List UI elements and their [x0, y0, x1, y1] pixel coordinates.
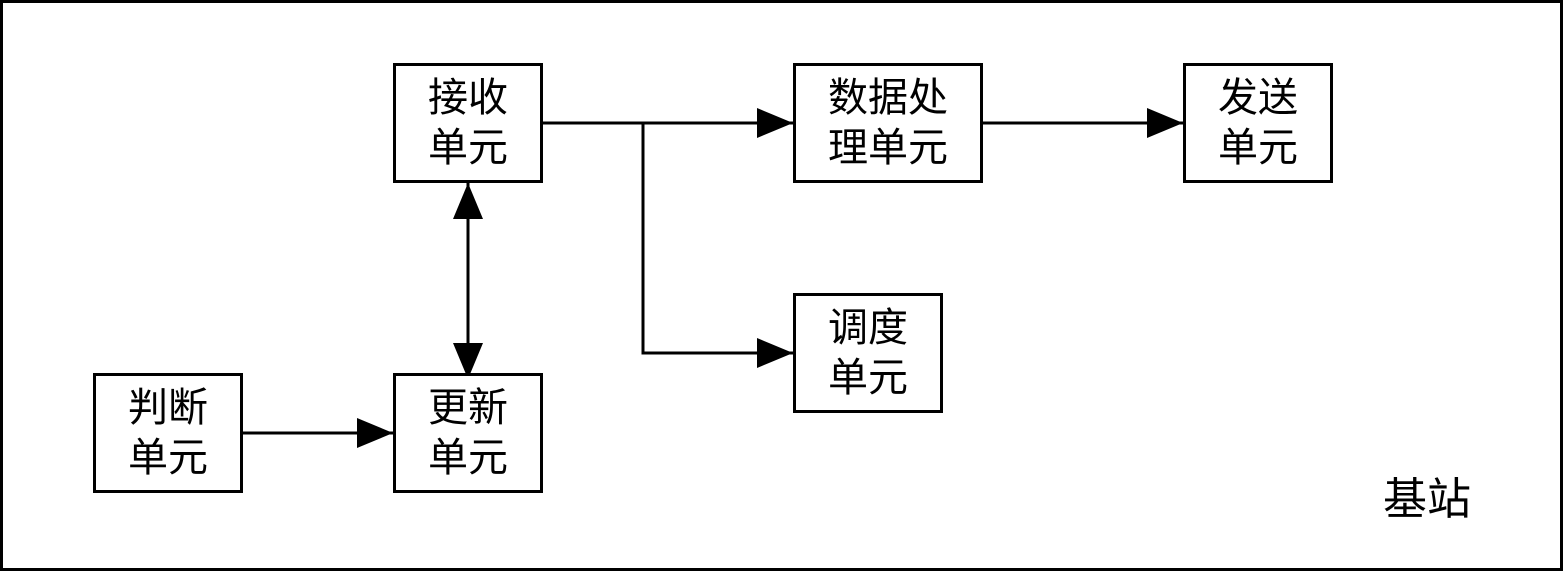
node-schedule: 调度单元	[793, 293, 943, 413]
node-send: 发送单元	[1183, 63, 1333, 183]
node-judge: 判断单元	[93, 373, 243, 493]
node-receive: 接收单元	[393, 63, 543, 183]
edge-receive-schedule	[643, 123, 793, 353]
node-process: 数据处理单元	[793, 63, 983, 183]
node-update: 更新单元	[393, 373, 543, 493]
base-station-container: 判断单元 更新单元 接收单元 数据处理单元 发送单元 调度单元 基站	[0, 0, 1563, 571]
container-label: 基站	[1383, 463, 1471, 527]
